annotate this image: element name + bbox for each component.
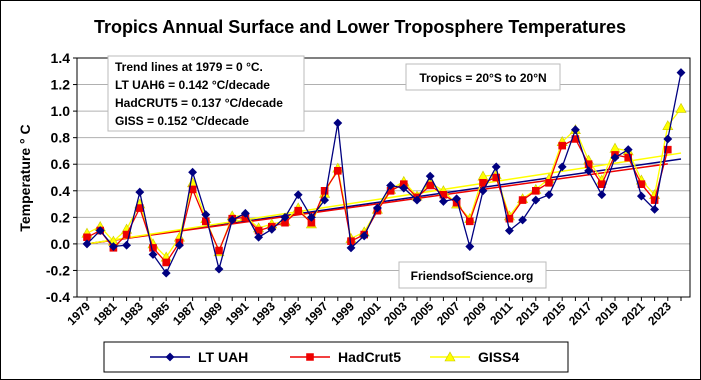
source-label: FriendsofScience.org [411,269,534,283]
data-point [504,226,514,236]
y-axis-label: Temperature ° C [17,124,33,231]
legend-label: GISS4 [478,349,519,365]
data-point [214,264,224,274]
y-tick-label: 0.6 [51,156,71,172]
annotation-box [107,55,305,132]
data-point [479,179,487,187]
data-point [597,180,606,188]
annotation: HadCRUT5 = 0.137 °C/decade [115,96,283,110]
data-point [636,191,646,201]
region-box [405,63,561,91]
data-point [545,179,553,187]
data-point [544,190,554,200]
data-point [412,195,422,205]
data-point [610,153,620,163]
data-point [478,186,488,196]
data-point [531,195,541,205]
data-point [280,212,290,222]
data-point [676,68,686,78]
data-point [426,181,435,190]
data-point [518,215,528,225]
data-point [227,215,237,225]
region-note: Tropics = 20°S to 20°N [419,71,546,85]
data-point [425,171,435,181]
data-point [306,212,316,222]
y-tick-label: 1.2 [51,77,71,93]
chart-title: Tropics Annual Surface and Lower Troposp… [94,17,626,37]
data-point [188,167,198,177]
annotation: LT UAH6 = 0.142 °C/decade [115,78,270,92]
data-point [293,190,303,200]
data-point [333,118,343,128]
data-point [148,250,158,259]
plot-border [76,57,691,298]
data-point [465,242,475,251]
data-point [584,166,594,176]
data-point [215,246,223,255]
legend-marker [306,353,314,361]
data-point [650,204,660,214]
y-tick-label: 1.0 [51,103,71,119]
data-point [465,217,474,226]
data-point [399,183,409,193]
data-point [240,208,250,218]
legend-marker [165,352,175,362]
y-tick-label: -0.2 [46,262,70,278]
data-point [95,226,105,236]
data-point [201,210,211,220]
data-point [174,240,184,250]
data-point [108,242,118,251]
data-point [161,268,171,278]
y-tick-label: 0.2 [51,209,71,225]
data-point [558,141,567,150]
data-point [438,196,448,206]
data-point [518,196,527,204]
y-tick-label: 1.4 [51,50,71,66]
data-point [162,258,170,267]
legend-marker [444,351,456,362]
legend-label: HadCrut5 [338,349,401,365]
y-tick-label: 0.8 [51,130,71,146]
data-point [254,232,264,242]
data-point [675,102,687,113]
data-point [491,162,501,172]
data-point [452,194,462,204]
data-point [372,203,382,213]
data-point [122,240,132,250]
data-point [294,206,303,215]
data-point [333,167,342,175]
data-point [359,231,369,241]
legend-label: LT UAH [198,349,248,365]
data-point [663,134,673,144]
data-point [82,239,92,249]
data-point [346,243,356,253]
y-tick-label: 0.0 [51,236,71,252]
data-point [386,181,396,190]
annotation: Trend lines at 1979 = 0 °C. [115,60,263,74]
data-point [135,187,145,197]
annotation: GISS = 0.152 °C/decade [115,114,249,128]
data-point [531,186,540,195]
series-line [86,72,682,275]
data-point [623,145,633,155]
data-point [570,125,580,135]
y-tick-label: 0.4 [51,183,71,199]
source-box [398,261,547,289]
data-point [557,162,567,172]
y-tick-label: -0.4 [46,289,70,305]
data-point [597,190,607,200]
data-point [320,195,330,205]
data-point [267,224,277,234]
